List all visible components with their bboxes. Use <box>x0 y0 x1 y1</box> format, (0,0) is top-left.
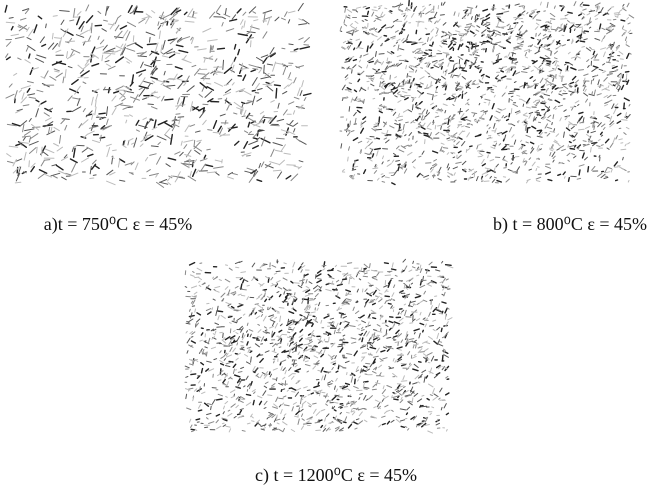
caption: b) t = 800⁰C ε = 45% <box>493 214 647 235</box>
grain-texture <box>4 4 312 182</box>
micrograph <box>4 2 312 188</box>
grain-texture <box>184 261 450 433</box>
micrograph <box>184 258 454 434</box>
grain-texture <box>184 258 451 432</box>
caption: a)t = 750⁰C ε = 45% <box>44 214 193 235</box>
grain-texture <box>339 1 635 184</box>
grain-texture <box>341 1 632 184</box>
grain-texture <box>5 8 308 186</box>
grain-texture <box>8 2 310 185</box>
grain-texture <box>5 4 310 188</box>
grain-texture <box>339 1 633 183</box>
micrograph <box>339 0 635 186</box>
caption: c) t = 1200⁰C ε = 45% <box>255 465 417 486</box>
grain-texture <box>185 261 454 434</box>
